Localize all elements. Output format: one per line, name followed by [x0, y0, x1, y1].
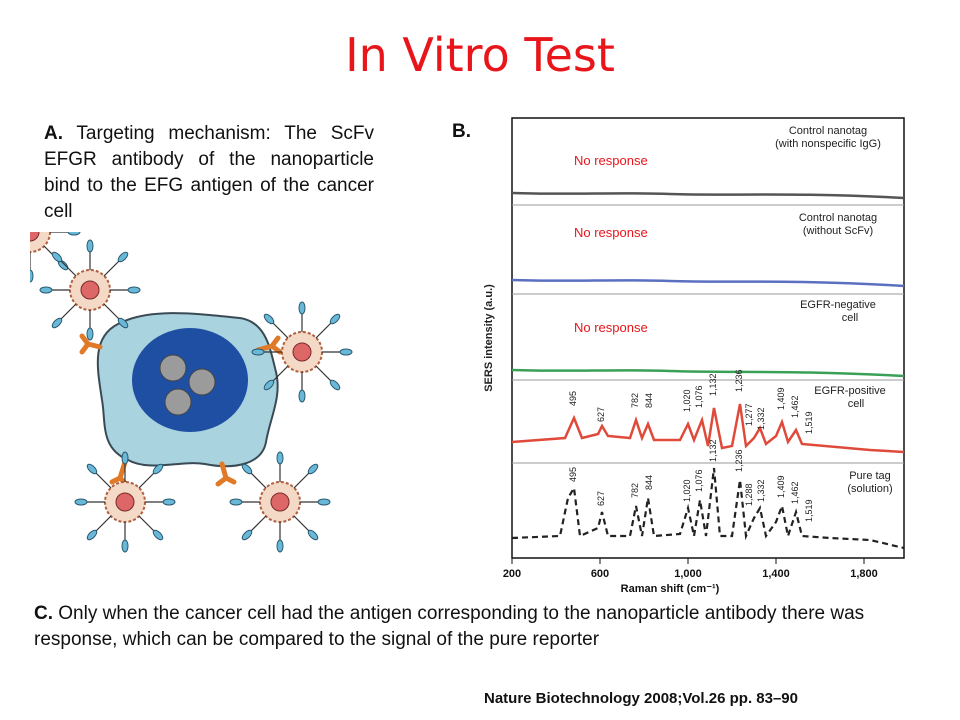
peak-label: 1,020 [682, 479, 692, 502]
x-tick-label: 1,400 [762, 568, 790, 580]
trace-label-egfr-negative-2: cell [842, 312, 859, 324]
y-axis-label: SERS intensity (a.u.) [483, 284, 495, 392]
trace-label-control-scfv: Control nanotag [799, 212, 877, 224]
trace-label-pure-tag: Pure tag [849, 470, 891, 482]
caption-a: A. Targeting mechanism: The ScFv EFGR an… [44, 121, 374, 225]
peak-label: 627 [596, 491, 606, 506]
peak-label: 1,462 [790, 481, 800, 504]
caption-c-letter: C. [34, 603, 53, 624]
caption-a-text: Targeting mechanism: The ScFv EFGR antib… [44, 123, 374, 222]
peak-label: 1,409 [776, 387, 786, 410]
plot-frame [511, 117, 905, 559]
peak-label: 844 [644, 393, 654, 408]
panel-b-label: B. [452, 121, 471, 142]
peak-label: 782 [630, 483, 640, 498]
x-tick-label: 1,800 [850, 568, 878, 580]
trace-label-control-scfv-2: (without ScFv) [803, 225, 873, 237]
sers-spectra-chart: SERS intensity (a.u.) Control nanotag (w… [483, 117, 905, 595]
caption-a-letter: A. [44, 123, 63, 144]
trace-control-igg [511, 191, 905, 200]
peak-label: 1,288 [744, 483, 754, 506]
nucleus-sphere [159, 354, 187, 382]
no-response-label: No response [574, 153, 648, 168]
peak-label: 1,236 [734, 369, 744, 392]
trace-label-egfr-positive: EGFR-positive [814, 385, 886, 397]
slide-title: In Vitro Test [345, 28, 615, 82]
reference-citation: Nature Biotechnology 2008;Vol.26 pp. 83–… [484, 690, 798, 707]
no-response-label: No response [574, 225, 648, 240]
x-tick-label: 600 [591, 568, 609, 580]
caption-c-text: Only when the cancer cell had the antige… [34, 603, 865, 650]
peak-label: 1,519 [804, 499, 814, 522]
trace-egfr-negative [511, 368, 905, 378]
peak-label: 1,020 [682, 389, 692, 412]
egfr-receptor [79, 333, 283, 487]
peak-label: 844 [644, 475, 654, 490]
trace-egfr-positive [511, 403, 905, 454]
trace-label-pure-tag-2: (solution) [847, 483, 892, 495]
peak-label: 1,332 [756, 407, 766, 430]
peak-label: 1,132 [708, 373, 718, 396]
trace-control-scfv [511, 278, 905, 288]
peak-label: 627 [596, 407, 606, 422]
peak-label: 1,519 [804, 411, 814, 434]
targeting-mechanism-illustration [30, 232, 360, 557]
peak-label: 1,236 [734, 449, 744, 472]
peak-label: 495 [568, 391, 578, 406]
trace-label-egfr-positive-2: cell [848, 398, 865, 410]
trace-label-egfr-negative: EGFR-negative [800, 299, 876, 311]
nucleus-sphere [188, 368, 216, 396]
peak-label: 1,409 [776, 475, 786, 498]
trace-label-control-igg-2: (with nonspecific IgG) [775, 138, 881, 150]
no-response-label: No response [574, 320, 648, 335]
peak-label: 1,462 [790, 395, 800, 418]
trace-pure-tag [511, 467, 905, 550]
peak-label: 1,076 [694, 469, 704, 492]
peak-label: 1,132 [708, 439, 718, 462]
peak-label: 1,076 [694, 385, 704, 408]
nucleus-sphere [164, 388, 192, 416]
peak-label: 495 [568, 467, 578, 482]
trace-label-control-igg: Control nanotag [789, 125, 867, 137]
x-axis-label: Raman shift (cm⁻¹) [621, 583, 720, 595]
peak-label: 782 [630, 393, 640, 408]
peak-label: 1,332 [756, 479, 766, 502]
caption-c: C. Only when the cancer cell had the ant… [34, 601, 914, 653]
x-tick-label: 200 [503, 568, 521, 580]
x-tick-label: 1,000 [674, 568, 702, 580]
peak-label: 1,277 [744, 403, 754, 426]
